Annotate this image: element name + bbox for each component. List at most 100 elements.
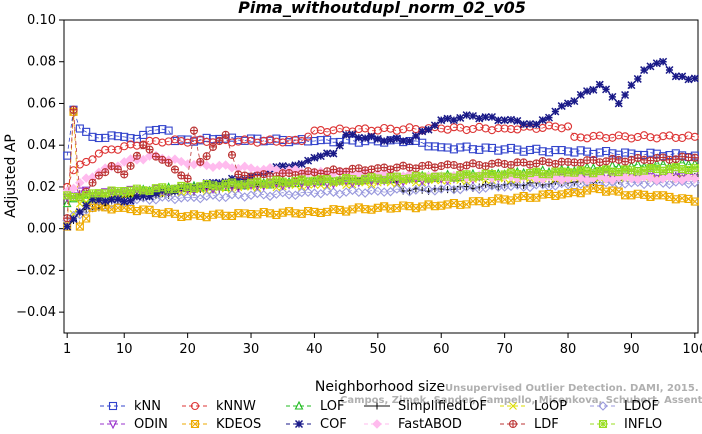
- data-point: [487, 112, 496, 122]
- data-point: [386, 135, 395, 144]
- data-point: [387, 165, 395, 173]
- data-point: [509, 420, 517, 428]
- data-point: [246, 178, 256, 187]
- data-point: [323, 135, 332, 144]
- data-point: [509, 402, 517, 410]
- data-point: [151, 125, 160, 135]
- data-point: [520, 158, 528, 166]
- data-point: [576, 90, 585, 99]
- data-point: [139, 130, 148, 139]
- data-point: [189, 184, 199, 193]
- data-point: [671, 133, 680, 142]
- data-point: [101, 168, 109, 176]
- data-point: [380, 136, 389, 146]
- data-point: [284, 189, 294, 200]
- data-point: [385, 186, 396, 197]
- data-point: [462, 111, 471, 120]
- legend-item-ldf: LDF: [500, 417, 559, 432]
- data-point: [164, 126, 173, 135]
- data-point: [208, 190, 218, 200]
- data-point: [170, 184, 179, 193]
- data-point: [506, 115, 516, 124]
- data-point: [500, 124, 509, 133]
- data-point: [399, 174, 408, 184]
- data-point: [513, 116, 522, 125]
- data-point: [449, 123, 458, 132]
- data-point: [151, 184, 160, 193]
- data-point: [297, 159, 306, 169]
- data-point: [678, 153, 686, 161]
- legend-label: INFLO: [624, 417, 662, 432]
- data-point: [468, 145, 477, 154]
- data-point: [373, 134, 382, 143]
- data-point: [315, 188, 326, 199]
- data-point: [361, 166, 370, 175]
- data-point: [290, 190, 301, 201]
- data-point: [158, 183, 167, 192]
- data-point: [652, 164, 661, 174]
- data-point: [640, 156, 648, 164]
- legend-label: LoOP: [534, 399, 567, 414]
- data-point: [120, 197, 129, 206]
- data-point: [418, 162, 426, 170]
- data-point: [196, 157, 205, 166]
- data-point: [374, 164, 382, 172]
- data-point: [646, 133, 655, 142]
- data-point: [659, 154, 667, 162]
- data-point: [303, 187, 313, 198]
- data-point: [183, 174, 192, 183]
- data-point: [598, 419, 608, 429]
- data-point: [551, 160, 559, 168]
- data-point: [151, 194, 161, 205]
- data-point: [94, 149, 103, 158]
- data-point: [633, 74, 642, 83]
- data-point: [329, 149, 338, 158]
- data-point: [392, 184, 402, 194]
- data-point: [113, 195, 122, 204]
- data-point: [94, 133, 103, 143]
- data-point: [70, 106, 78, 114]
- data-point: [430, 121, 439, 130]
- data-point: [672, 155, 680, 163]
- data-point: [449, 145, 458, 154]
- data-point: [449, 116, 458, 125]
- data-point: [563, 157, 573, 166]
- data-point: [437, 143, 446, 152]
- data-point: [113, 132, 122, 141]
- data-point: [621, 148, 630, 157]
- data-point: [101, 189, 110, 198]
- data-point: [487, 143, 497, 153]
- legend-label: KDEOS: [216, 417, 261, 432]
- data-point: [285, 179, 294, 188]
- legend-label: LOF: [320, 399, 345, 414]
- data-point: [417, 183, 427, 193]
- data-point: [68, 183, 79, 194]
- data-point: [608, 92, 617, 101]
- data-point: [101, 168, 110, 177]
- data-point: [449, 173, 458, 182]
- data-point: [481, 113, 490, 122]
- legend-label: FastABOD: [398, 417, 462, 432]
- legend-item-fastabod: FastABOD: [364, 417, 462, 432]
- data-point: [132, 184, 141, 193]
- data-point: [507, 161, 515, 169]
- y-axis: −0.04 −0.02 0.00 0.02 0.04 0.06 0.08 0.10: [16, 13, 64, 320]
- data-point: [487, 170, 496, 179]
- legend-label: LDF: [534, 417, 559, 432]
- data-point: [570, 132, 579, 141]
- data-point: [563, 147, 573, 156]
- legend-item-simplifiedlof: SimplifiedLOF: [364, 399, 487, 414]
- data-point: [234, 170, 242, 178]
- y-tick-label: 0.04: [27, 138, 56, 153]
- data-point: [443, 114, 452, 123]
- data-point: [316, 136, 325, 145]
- data-point: [69, 105, 78, 114]
- data-point: [139, 141, 148, 150]
- data-point: [602, 134, 611, 143]
- data-point: [348, 130, 357, 139]
- data-point: [310, 176, 319, 185]
- data-point: [260, 170, 268, 178]
- data-point: [82, 127, 91, 136]
- data-point: [461, 182, 472, 192]
